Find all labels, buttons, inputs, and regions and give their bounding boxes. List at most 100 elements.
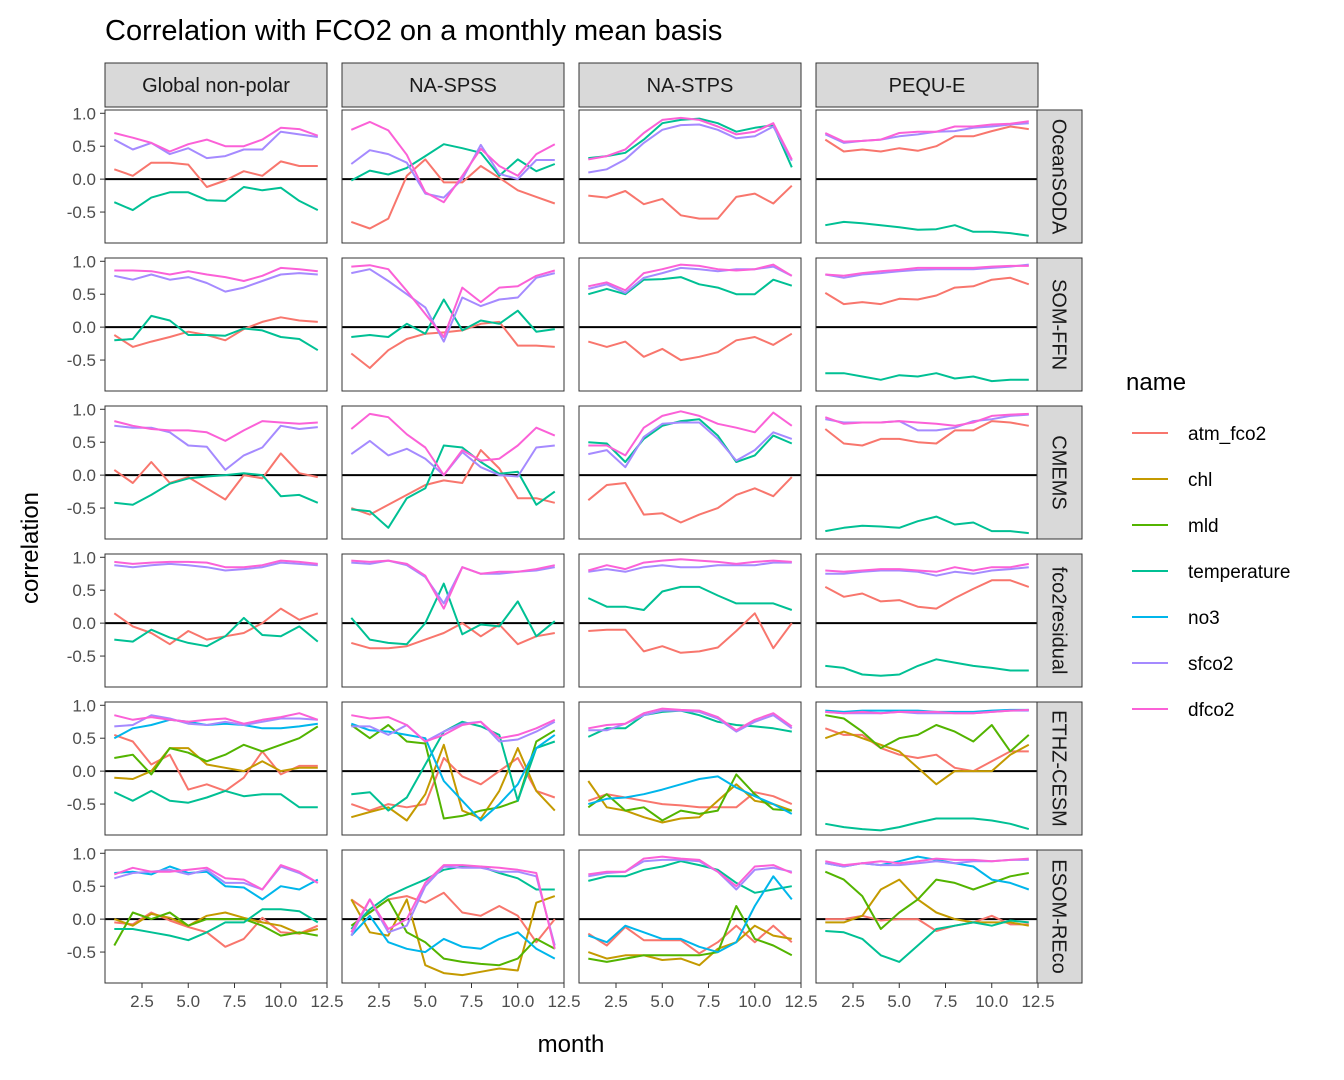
facet-row-label: ETHZ-CESM [1048, 710, 1070, 827]
panel-0-3 [815, 109, 1039, 244]
series-line-dfco2 [588, 410, 793, 457]
facet-strips: Global non-polar NA-SPSS NA-STPS PEQU-E Ocea… [104, 62, 1083, 984]
x-tick-label: 2.5 [130, 992, 154, 1011]
series-line-sfco2 [825, 566, 1029, 577]
series-line-dfco2 [350, 120, 556, 204]
series-line-atm_fco2 [350, 449, 556, 516]
facet-col-label: PEQU-E [889, 75, 966, 97]
series-line-temperature [114, 908, 319, 942]
series-line-temperature [350, 582, 556, 646]
series-line-sfco2 [113, 130, 318, 160]
series-line-mld [825, 714, 1030, 753]
panel-2-0 [104, 405, 328, 540]
series-line-dfco2 [114, 266, 318, 282]
series-line-no3 [350, 722, 556, 822]
series-line-mld [114, 725, 319, 776]
y-tick-label: 0.0 [72, 318, 96, 337]
series-line-sfco2 [588, 421, 793, 469]
x-tick-label: 12.5 [547, 992, 580, 1011]
series-line-atm_fco2 [113, 316, 318, 348]
series-line-chl [113, 911, 319, 935]
panel-border [104, 701, 328, 836]
series-line-dfco2 [114, 126, 319, 153]
series-line-temperature [825, 817, 1030, 832]
y-tick-label: 0.0 [72, 614, 96, 633]
x-tick-label: 2.5 [604, 992, 628, 1011]
series-line-atm_fco2 [113, 452, 319, 501]
y-tick-label: 1.0 [72, 252, 96, 271]
x-tick-label: 10.0 [264, 992, 297, 1011]
series-line-dfco2 [351, 714, 556, 743]
series-line-atm_fco2 [350, 320, 555, 369]
y-tick-label: 1.0 [72, 400, 96, 419]
panel-3-0 [104, 553, 328, 688]
legend-label: chl [1188, 470, 1212, 491]
series-line-sfco2 [588, 561, 792, 573]
series-line-dfco2 [825, 562, 1029, 573]
facet-col-label: NA-STPS [647, 75, 734, 97]
panel-1-0 [104, 257, 328, 392]
y-tick-label: 0.5 [72, 729, 96, 748]
series-line-temperature [350, 143, 556, 182]
panel-4-3 [815, 701, 1039, 836]
facet-strip-col [341, 62, 565, 108]
series-line-temperature [114, 616, 319, 648]
facet-strip-row [1036, 405, 1083, 540]
panel-3-3 [815, 553, 1039, 688]
series-line-temperature [825, 919, 1029, 963]
facet-col-label: Global non-polar [142, 75, 290, 97]
series-line-atm_fco2 [350, 158, 556, 230]
series-line-sfco2 [351, 720, 556, 743]
series-line-mld [113, 911, 318, 946]
series-line-dfco2 [351, 559, 556, 610]
legend-label: temperature [1188, 562, 1290, 583]
series-line-dfco2 [588, 707, 793, 732]
series-line-sfco2 [114, 424, 318, 471]
series-line-temperature [113, 789, 318, 809]
panel-2-2 [578, 405, 802, 540]
series-line-dfco2 [350, 864, 556, 950]
panel-border [341, 405, 565, 540]
series-line-atm_fco2 [587, 476, 793, 524]
x-tick-label: 2.5 [841, 992, 865, 1011]
series-line-sfco2 [824, 122, 1029, 144]
y-tick-label: -0.5 [67, 943, 96, 962]
series-line-chl [587, 924, 792, 967]
facet-strip-row [1036, 257, 1083, 392]
facet-strip-col [578, 62, 802, 108]
series-line-atm_fco2 [588, 184, 793, 220]
facet-row-label: SOM-FFN [1048, 279, 1070, 370]
series-line-dfco2 [114, 559, 318, 569]
panel-border [341, 109, 565, 244]
series-line-sfco2 [588, 123, 793, 174]
axes-ticks: -0.5 0.0 0.5 1.0 -0.5 0.0 0.5 1.0 -0.5 0.0 0.5 1.0 -… [67, 104, 1055, 1011]
x-tick-label: 5.0 [650, 992, 674, 1011]
legend-label: atm_fco2 [1188, 424, 1266, 445]
series-line-dfco2 [588, 558, 792, 572]
series-line-dfco2 [588, 263, 793, 292]
series-line-temperature [588, 276, 793, 296]
panel-border [578, 109, 802, 244]
legend-label: sfco2 [1188, 654, 1233, 675]
series-line-atm_fco2 [588, 612, 793, 654]
panel-border [578, 849, 802, 984]
series-line-sfco2 [114, 561, 318, 572]
y-tick-label: 1.0 [72, 844, 96, 863]
y-tick-label: 0.0 [72, 466, 96, 485]
series-line-atm_fco2 [824, 276, 1030, 306]
legend-label: dfco2 [1188, 700, 1234, 721]
panel-0-0 [104, 109, 328, 244]
panel-0-1 [341, 109, 565, 244]
series-line-chl [825, 878, 1029, 927]
panel-4-1 [341, 701, 565, 836]
series-line-mld [824, 870, 1029, 930]
y-tick-label: 0.5 [72, 285, 96, 304]
panel-2-1 [341, 405, 565, 540]
panel-border [578, 553, 802, 688]
series-line-temperature [114, 314, 319, 352]
series-line-temperature [113, 186, 319, 212]
series-line-temperature [825, 515, 1029, 535]
series-line-dfco2 [113, 864, 319, 891]
